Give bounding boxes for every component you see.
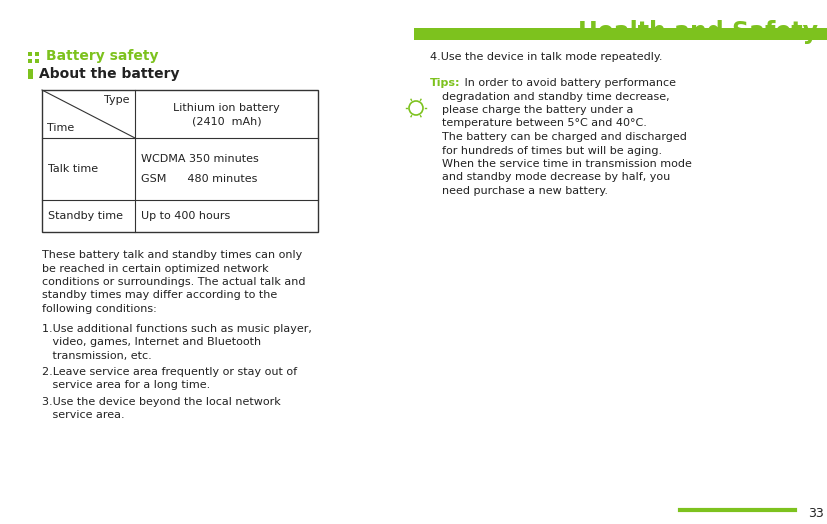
Text: transmission, etc.: transmission, etc. [42, 351, 151, 361]
Text: service area.: service area. [42, 410, 125, 420]
Text: 4.Use the device in talk mode repeatedly.: 4.Use the device in talk mode repeatedly… [430, 52, 662, 62]
Text: The battery can be charged and discharged: The battery can be charged and discharge… [442, 132, 687, 142]
Text: 2.Leave service area frequently or stay out of: 2.Leave service area frequently or stay … [42, 367, 297, 377]
Text: Type: Type [104, 95, 130, 105]
Text: service area for a long time.: service area for a long time. [42, 380, 210, 390]
Text: following conditions:: following conditions: [42, 304, 157, 314]
Text: In order to avoid battery performance: In order to avoid battery performance [461, 78, 676, 88]
Text: Battery safety: Battery safety [46, 49, 159, 63]
Text: and standby mode decrease by half, you: and standby mode decrease by half, you [442, 172, 670, 182]
Text: Up to 400 hours: Up to 400 hours [141, 211, 230, 221]
Text: These battery talk and standby times can only: These battery talk and standby times can… [42, 250, 302, 260]
Text: temperature between 5°C and 40°C.: temperature between 5°C and 40°C. [442, 118, 647, 128]
Text: 33: 33 [808, 507, 824, 520]
Text: conditions or surroundings. The actual talk and: conditions or surroundings. The actual t… [42, 277, 305, 287]
Text: be reached in certain optimized network: be reached in certain optimized network [42, 264, 269, 274]
Text: Talk time: Talk time [48, 164, 98, 174]
Text: When the service time in transmission mode: When the service time in transmission mo… [442, 159, 692, 169]
Text: Lithium ion battery: Lithium ion battery [173, 103, 280, 113]
Text: GSM      480 minutes: GSM 480 minutes [141, 174, 257, 184]
Text: Standby time: Standby time [48, 211, 123, 221]
Text: Health and Safety: Health and Safety [578, 20, 818, 44]
Text: video, games, Internet and Bluetooth: video, games, Internet and Bluetooth [42, 337, 261, 347]
Text: Time: Time [47, 123, 74, 133]
Text: WCDMA 350 minutes: WCDMA 350 minutes [141, 154, 259, 164]
Text: need purchase a new battery.: need purchase a new battery. [442, 186, 608, 196]
Bar [35, 52, 39, 56]
Text: Tips:: Tips: [430, 78, 461, 88]
Text: standby times may differ according to the: standby times may differ according to th… [42, 290, 277, 300]
Text: About the battery: About the battery [39, 67, 179, 81]
Text: degradation and standby time decrease,: degradation and standby time decrease, [442, 92, 670, 102]
Text: for hundreds of times but will be aging.: for hundreds of times but will be aging. [442, 146, 662, 156]
Bar [42, 90, 318, 232]
Bar [35, 59, 39, 63]
Bar [28, 59, 32, 63]
Text: please charge the battery under a: please charge the battery under a [442, 105, 633, 115]
Bar [28, 69, 33, 79]
Bar [414, 28, 827, 40]
Text: (2410  mAh): (2410 mAh) [192, 117, 261, 127]
Text: 1.Use additional functions such as music player,: 1.Use additional functions such as music… [42, 323, 312, 333]
Bar [28, 52, 32, 56]
Text: 3.Use the device beyond the local network: 3.Use the device beyond the local networ… [42, 397, 280, 407]
